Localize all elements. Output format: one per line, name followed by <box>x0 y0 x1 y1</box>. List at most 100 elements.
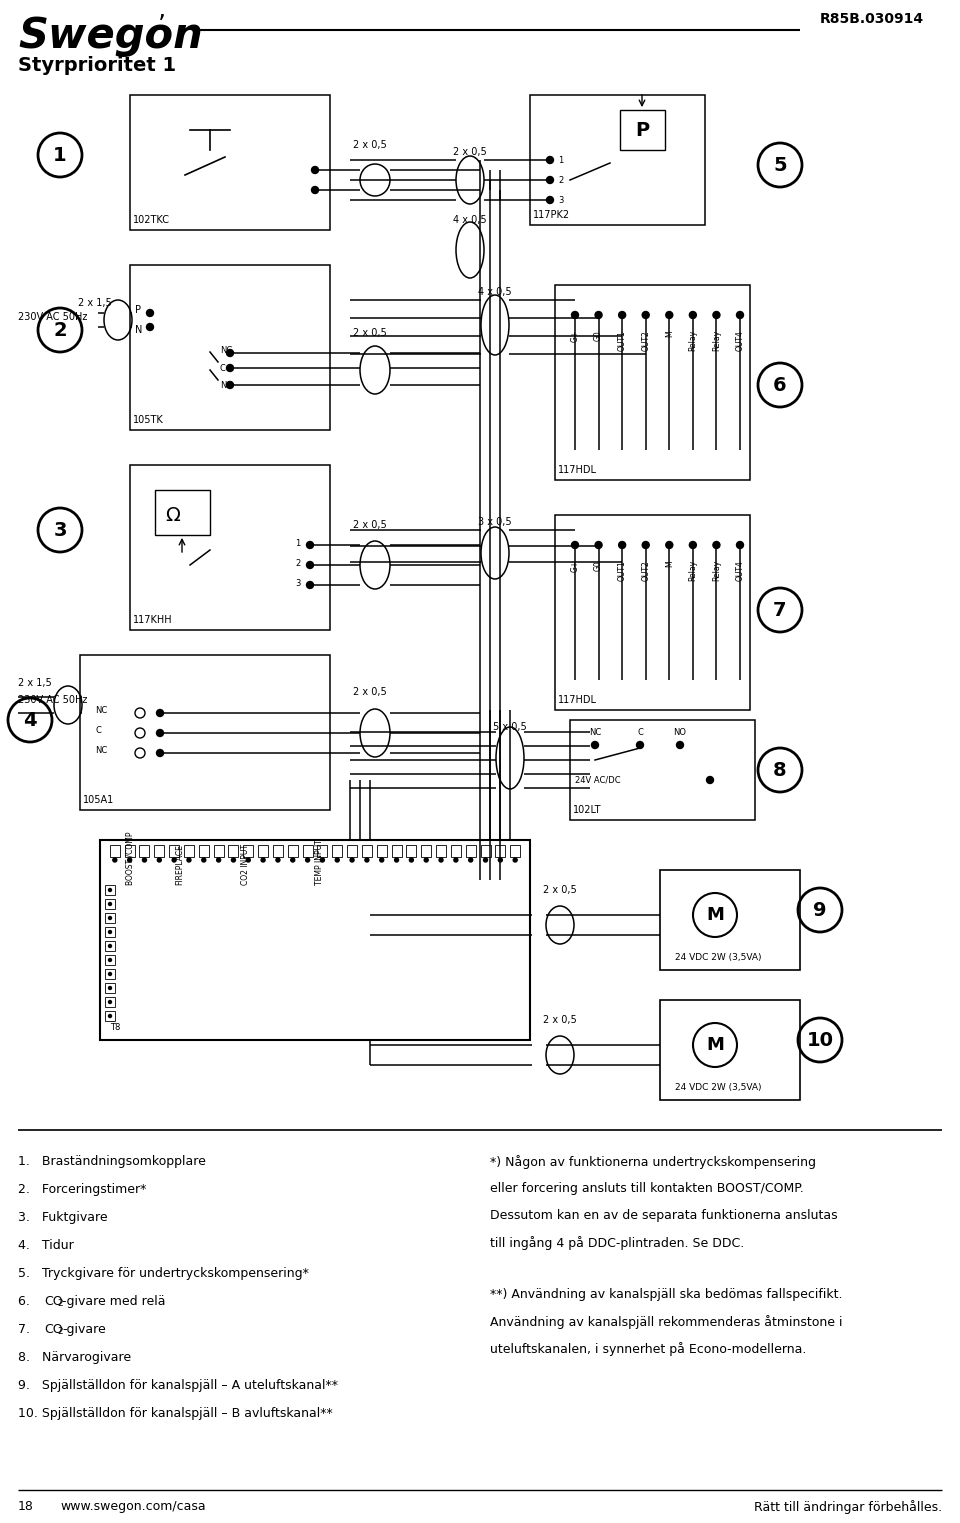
Circle shape <box>108 1001 111 1004</box>
Bar <box>451 845 461 857</box>
Text: 2 x 0,5: 2 x 0,5 <box>543 885 577 896</box>
Circle shape <box>276 857 280 862</box>
Text: 4 x 0,5: 4 x 0,5 <box>478 286 512 297</box>
Circle shape <box>380 857 384 862</box>
Circle shape <box>642 542 649 548</box>
Text: 2: 2 <box>58 1299 63 1308</box>
Text: 24 VDC 2W (3,5VA): 24 VDC 2W (3,5VA) <box>675 953 761 963</box>
Circle shape <box>147 309 154 317</box>
Text: CO: CO <box>44 1323 63 1336</box>
Text: NO: NO <box>220 381 233 390</box>
Bar <box>105 899 115 909</box>
Text: Relay: Relay <box>712 330 721 352</box>
Circle shape <box>591 742 598 748</box>
Text: 3: 3 <box>53 521 67 539</box>
Text: 7: 7 <box>773 600 787 620</box>
Circle shape <box>108 931 111 934</box>
Bar <box>169 845 180 857</box>
Circle shape <box>108 903 111 906</box>
Text: Styrprioritet 1: Styrprioritet 1 <box>18 56 176 75</box>
Text: NO: NO <box>674 728 686 737</box>
Text: NC: NC <box>588 728 601 737</box>
Circle shape <box>350 857 354 862</box>
Text: M: M <box>664 560 674 567</box>
Text: 10: 10 <box>806 1031 833 1049</box>
Text: 3: 3 <box>558 195 564 204</box>
Circle shape <box>172 857 176 862</box>
Text: 1: 1 <box>558 155 564 164</box>
Circle shape <box>227 381 233 388</box>
Circle shape <box>156 730 163 737</box>
Circle shape <box>311 166 319 174</box>
Circle shape <box>202 857 205 862</box>
Circle shape <box>335 857 339 862</box>
Text: 2 x 0,5: 2 x 0,5 <box>353 519 387 530</box>
Text: 2: 2 <box>295 559 300 568</box>
Text: 6.: 6. <box>18 1295 42 1308</box>
Circle shape <box>571 542 579 548</box>
Circle shape <box>514 857 517 862</box>
Text: 24 VDC 2W (3,5VA): 24 VDC 2W (3,5VA) <box>675 1083 761 1092</box>
Text: NC: NC <box>220 346 232 355</box>
Bar <box>258 845 268 857</box>
Circle shape <box>666 312 673 318</box>
Bar <box>392 845 401 857</box>
Circle shape <box>305 857 309 862</box>
Circle shape <box>424 857 428 862</box>
Text: 2 x 0,5: 2 x 0,5 <box>453 148 487 157</box>
Text: Swegon: Swegon <box>18 15 203 56</box>
Circle shape <box>642 312 649 318</box>
Text: uteluftskanalen, i synnerhet på Econo-modellerna.: uteluftskanalen, i synnerhet på Econo-mo… <box>490 1342 806 1355</box>
Text: 3: 3 <box>295 579 300 588</box>
Text: 1: 1 <box>53 146 67 164</box>
Bar <box>105 941 115 950</box>
Circle shape <box>409 857 414 862</box>
Bar <box>109 845 120 857</box>
Text: 2: 2 <box>558 175 564 184</box>
Text: C: C <box>220 364 226 373</box>
Circle shape <box>227 364 233 372</box>
Text: -givare: -givare <box>62 1323 107 1336</box>
Text: 7.: 7. <box>18 1323 42 1336</box>
Circle shape <box>546 196 554 204</box>
Circle shape <box>247 857 251 862</box>
Bar <box>105 928 115 937</box>
Text: 2 x 0,5: 2 x 0,5 <box>543 1014 577 1025</box>
Text: 2: 2 <box>53 320 67 340</box>
Text: N: N <box>135 324 142 335</box>
Text: 2 x 0,5: 2 x 0,5 <box>353 687 387 698</box>
Circle shape <box>108 944 111 947</box>
Text: www.swegon.com/casa: www.swegon.com/casa <box>60 1500 205 1512</box>
Bar <box>273 845 283 857</box>
Bar <box>184 845 194 857</box>
Bar <box>105 969 115 979</box>
Circle shape <box>261 857 265 862</box>
Bar <box>228 845 238 857</box>
Text: CO: CO <box>44 1295 63 1308</box>
Circle shape <box>187 857 191 862</box>
Circle shape <box>108 987 111 990</box>
Bar <box>100 841 530 1040</box>
Circle shape <box>618 542 626 548</box>
Text: 117HDL: 117HDL <box>558 694 597 705</box>
Text: T8: T8 <box>110 1023 120 1033</box>
Bar <box>105 912 115 923</box>
Circle shape <box>231 857 235 862</box>
Text: 5 x 0,5: 5 x 0,5 <box>493 722 527 733</box>
Text: **) Användning av kanalspjäll ska bedömas fallspecifikt.: **) Användning av kanalspjäll ska bedöma… <box>490 1288 843 1301</box>
Circle shape <box>157 857 161 862</box>
Circle shape <box>108 917 111 920</box>
Text: 117PK2: 117PK2 <box>533 210 570 219</box>
Circle shape <box>707 777 713 783</box>
Text: 4.   Tidur: 4. Tidur <box>18 1240 74 1252</box>
Circle shape <box>468 857 472 862</box>
Text: OUT1: OUT1 <box>617 560 627 580</box>
Text: 10. Spjällställdon för kanalspjäll – B avluftskanal**: 10. Spjällställdon för kanalspjäll – B a… <box>18 1407 333 1419</box>
Bar <box>125 845 134 857</box>
Circle shape <box>306 562 314 568</box>
Circle shape <box>546 177 554 183</box>
Bar <box>105 1011 115 1020</box>
Circle shape <box>217 857 221 862</box>
Text: M: M <box>706 906 724 924</box>
Circle shape <box>546 157 554 163</box>
